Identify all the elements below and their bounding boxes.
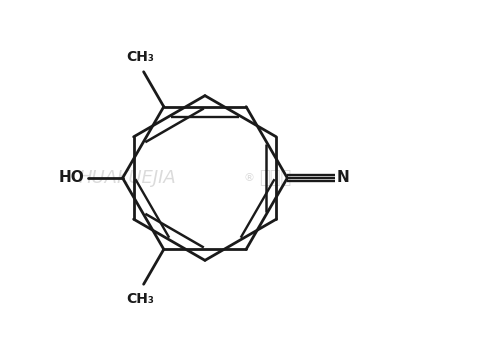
Text: HO: HO [59,171,85,185]
Text: CH₃: CH₃ [126,292,154,306]
Text: CH₃: CH₃ [126,50,154,64]
Text: ®: ® [243,173,254,183]
Text: 化学加: 化学加 [259,169,291,187]
Text: HUAKUEJIA: HUAKUEJIA [79,169,177,187]
Text: N: N [337,171,349,185]
